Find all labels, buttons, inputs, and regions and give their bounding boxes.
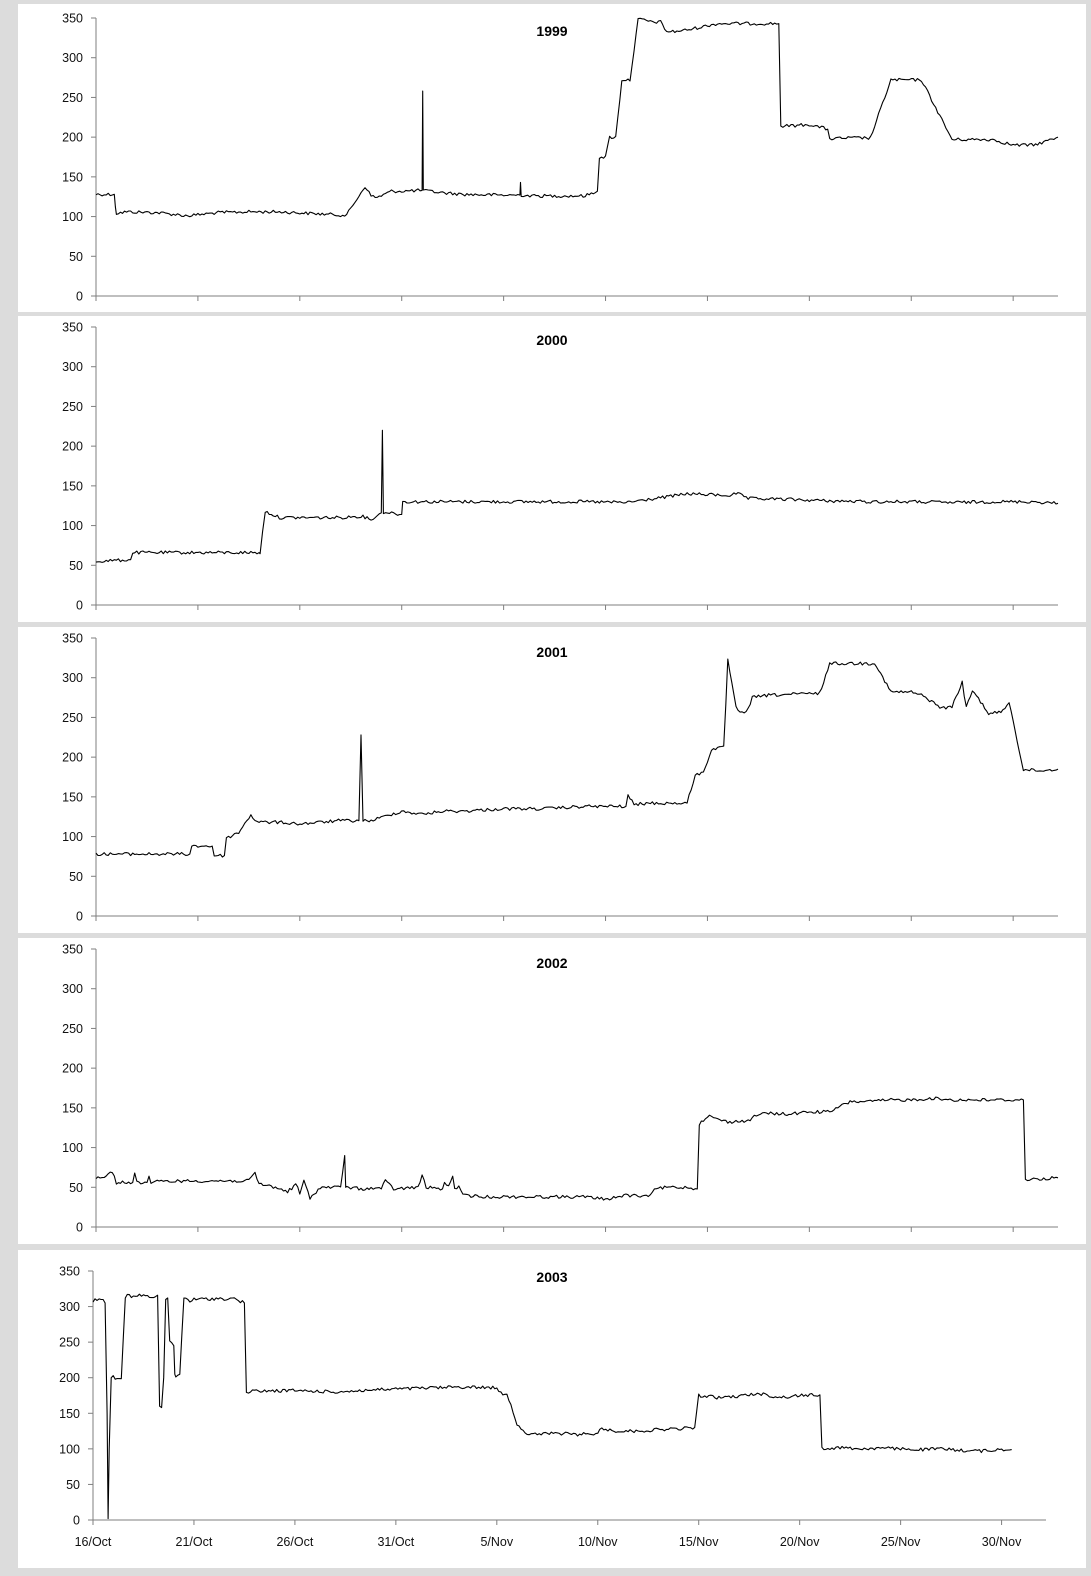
x-tick-label: 30/Nov bbox=[982, 1535, 1022, 1549]
y-tick-label: 50 bbox=[69, 250, 83, 264]
y-tick-label: 150 bbox=[62, 170, 83, 184]
y-tick-label: 350 bbox=[62, 632, 83, 646]
x-tick-label: 5/Nov bbox=[480, 1535, 513, 1549]
x-tick-label: 15/Nov bbox=[679, 1535, 719, 1549]
series-line-1999 bbox=[95, 17, 1059, 218]
series-line-2001 bbox=[95, 658, 1059, 858]
x-tick-label: 31/Oct bbox=[377, 1535, 414, 1549]
x-tick-label: 21/Oct bbox=[176, 1535, 213, 1549]
y-tick-label: 250 bbox=[62, 91, 83, 105]
chart-title: 2000 bbox=[536, 332, 567, 348]
y-tick-label: 50 bbox=[69, 870, 83, 884]
y-tick-label: 350 bbox=[62, 321, 83, 335]
y-tick-label: 300 bbox=[59, 1300, 80, 1314]
chart-panel-2002 bbox=[18, 938, 1086, 1244]
chart-title: 2002 bbox=[536, 955, 567, 971]
y-tick-label: 200 bbox=[62, 131, 83, 145]
y-tick-label: 350 bbox=[62, 943, 83, 957]
x-tick-label: 26/Oct bbox=[276, 1535, 313, 1549]
chart-1999: 0 50 100 150 200 250 300 350 1999 bbox=[62, 12, 1059, 304]
y-tick-label: 250 bbox=[62, 400, 83, 414]
y-tick-label: 100 bbox=[59, 1442, 80, 1456]
y-tick-label: 350 bbox=[59, 1265, 80, 1279]
chart-title: 2003 bbox=[536, 1269, 567, 1285]
chart-panel-1999 bbox=[18, 4, 1086, 312]
y-tick-label: 200 bbox=[62, 1062, 83, 1076]
y-tick-label: 200 bbox=[62, 440, 83, 454]
y-tick-label: 150 bbox=[62, 1101, 83, 1115]
y-tick-label: 150 bbox=[62, 790, 83, 804]
y-tick-label: 300 bbox=[62, 982, 83, 996]
x-tick-label: 10/Nov bbox=[578, 1535, 618, 1549]
chart-panel-2003 bbox=[18, 1250, 1086, 1568]
y-tick-label: 0 bbox=[76, 1221, 83, 1235]
series-line-2000 bbox=[95, 429, 1059, 563]
y-tick-label: 300 bbox=[62, 360, 83, 374]
y-tick-label: 0 bbox=[76, 290, 83, 304]
chart-title: 1999 bbox=[536, 23, 567, 39]
y-tick-label: 0 bbox=[76, 910, 83, 924]
series-line-2003 bbox=[92, 1293, 1012, 1520]
y-tick-label: 100 bbox=[62, 1141, 83, 1155]
x-tick-label: 20/Nov bbox=[780, 1535, 820, 1549]
y-tick-label: 150 bbox=[62, 479, 83, 493]
y-tick-label: 0 bbox=[76, 599, 83, 613]
y-tick-label: 50 bbox=[69, 559, 83, 573]
x-tick-label: 16/Oct bbox=[75, 1535, 112, 1549]
y-tick-label: 50 bbox=[69, 1181, 83, 1195]
y-tick-label: 100 bbox=[62, 519, 83, 533]
y-tick-label: 100 bbox=[62, 210, 83, 224]
y-tick-label: 200 bbox=[59, 1371, 80, 1385]
chart-title: 2001 bbox=[536, 644, 567, 660]
y-tick-label: 250 bbox=[59, 1336, 80, 1350]
chart-2000: 0 50 100 150 200 250 300 350 2000 bbox=[62, 321, 1059, 613]
series-line-2002 bbox=[95, 1096, 1059, 1201]
y-tick-label: 250 bbox=[62, 1022, 83, 1036]
y-tick-label: 150 bbox=[59, 1407, 80, 1421]
y-tick-label: 0 bbox=[73, 1514, 80, 1528]
y-tick-label: 300 bbox=[62, 671, 83, 685]
y-tick-label: 250 bbox=[62, 711, 83, 725]
x-tick-label: 25/Nov bbox=[881, 1535, 921, 1549]
chart-panel-2000 bbox=[18, 316, 1086, 622]
y-tick-label: 100 bbox=[62, 830, 83, 844]
chart-2003: 0 50 100 150 200 250 300 350 16/Oct 21/Oct 26/Oct 3… bbox=[59, 1265, 1046, 1549]
chart-2002: 0 50 100 150 200 250 300 350 2002 bbox=[62, 943, 1059, 1235]
y-tick-label: 50 bbox=[66, 1478, 80, 1492]
y-tick-label: 200 bbox=[62, 751, 83, 765]
y-tick-label: 350 bbox=[62, 12, 83, 26]
chart-2001: 0 50 100 150 200 250 300 350 2001 bbox=[62, 632, 1059, 924]
y-tick-label: 300 bbox=[62, 51, 83, 65]
chart-panel-2001 bbox=[18, 627, 1086, 933]
